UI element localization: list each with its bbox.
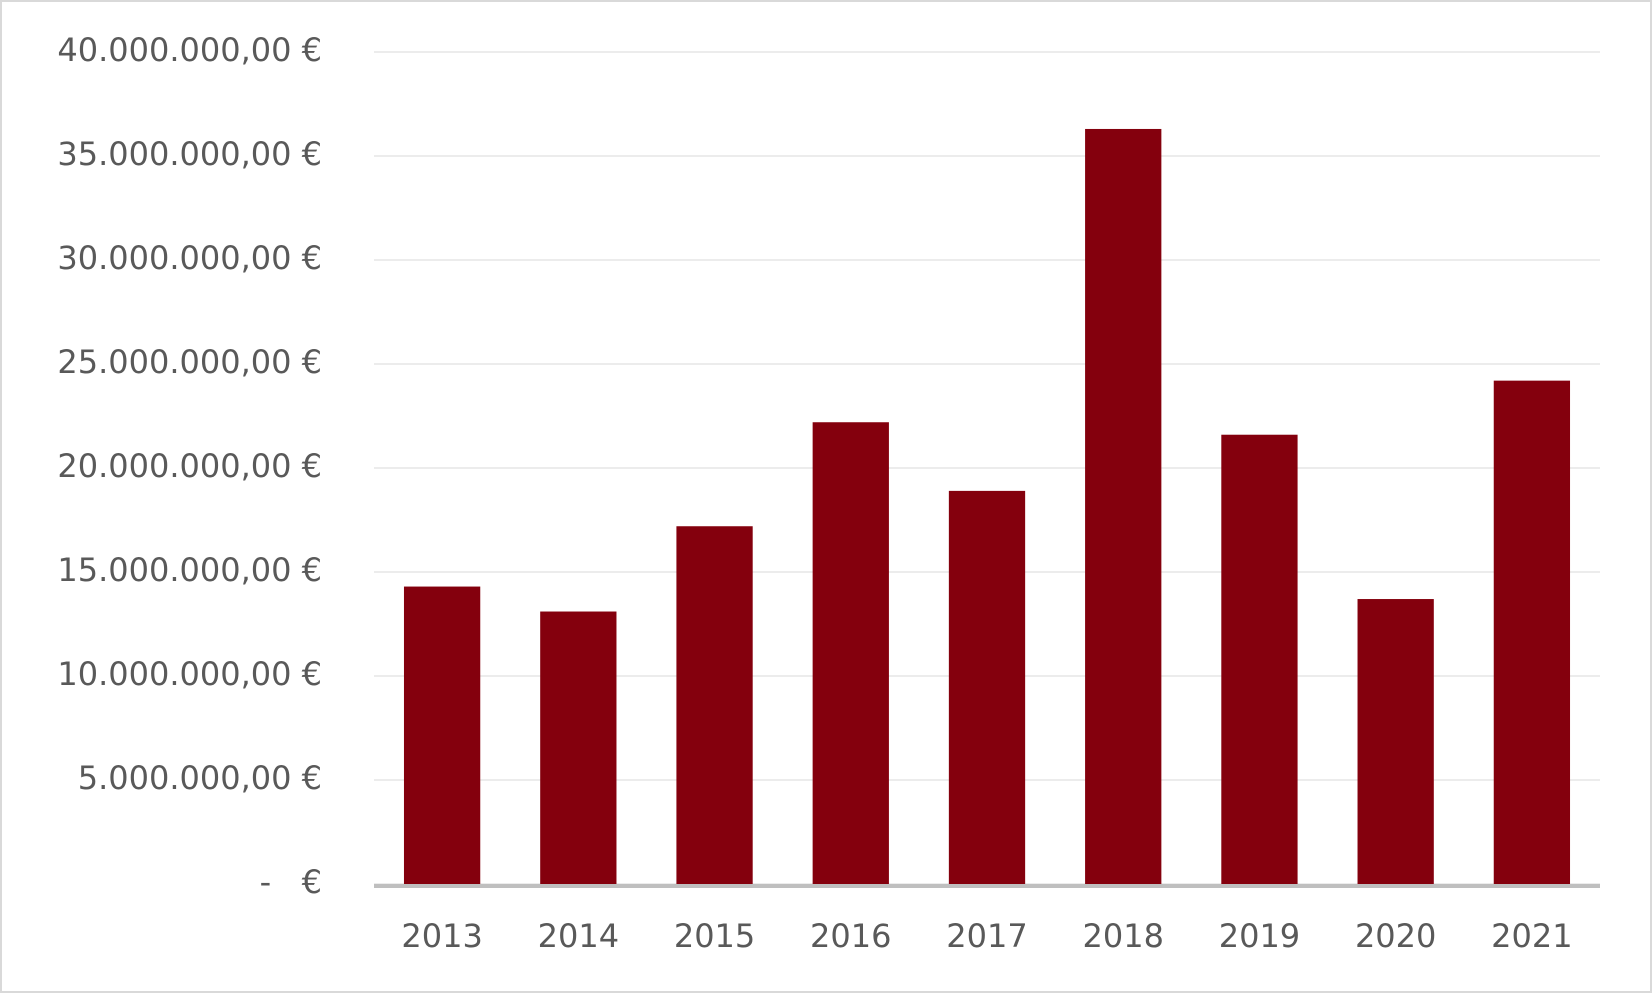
x-tick-label: 2015	[674, 917, 755, 955]
bar	[1357, 599, 1434, 884]
y-tick-label: 5.000.000,00 €	[78, 759, 322, 797]
y-tick-label: 30.000.000,00 €	[57, 239, 322, 277]
y-tick-label: 25.000.000,00 €	[57, 343, 322, 381]
bar	[676, 526, 753, 884]
x-tick-label: 2013	[401, 917, 482, 955]
bar	[540, 611, 617, 884]
x-tick-label: 2018	[1083, 917, 1164, 955]
x-tick-label: 2021	[1491, 917, 1572, 955]
bar	[812, 422, 889, 884]
bar	[1221, 434, 1298, 884]
y-tick-label: 20.000.000,00 €	[57, 447, 322, 485]
y-tick-label: 40.000.000,00 €	[57, 31, 322, 69]
bar	[948, 490, 1026, 884]
x-tick-label: 2014	[538, 917, 619, 955]
x-tick-label: 2016	[810, 917, 891, 955]
y-tick-label: 15.000.000,00 €	[57, 551, 322, 589]
y-tick-label: - €	[260, 863, 322, 901]
bar	[1493, 380, 1571, 884]
bar	[403, 586, 481, 884]
y-tick-label: 35.000.000,00 €	[57, 135, 322, 173]
y-tick-label: 10.000.000,00 €	[57, 655, 322, 693]
x-tick-label: 2019	[1219, 917, 1300, 955]
bar	[1085, 128, 1162, 884]
x-tick-label: 2020	[1355, 917, 1436, 955]
x-tick-label: 2017	[946, 917, 1027, 955]
